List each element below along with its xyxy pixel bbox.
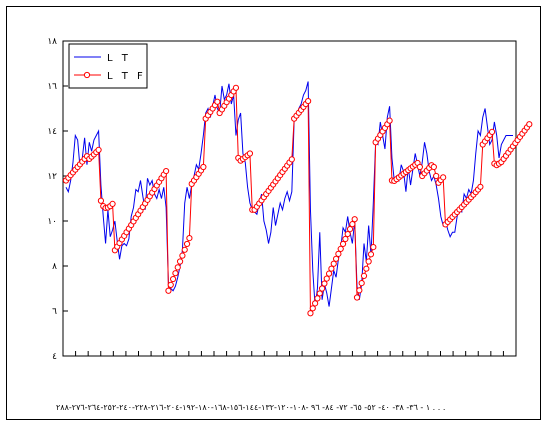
series-point: [246, 150, 254, 157]
legend-label: L T F: [107, 71, 146, 82]
series-point: [169, 275, 177, 283]
series-point: [367, 251, 375, 258]
series-point: [339, 240, 347, 248]
series-point: [309, 305, 316, 312]
series-point: [181, 246, 188, 253]
series-point: [314, 295, 321, 302]
series-point: [288, 156, 295, 163]
series-point: [183, 240, 191, 248]
legend: L T L T F: [68, 43, 148, 89]
series-point: [305, 97, 312, 105]
series-line-1: [65, 81, 513, 307]
series-point: [337, 245, 344, 252]
y-tick-label: ١٤: [47, 127, 57, 137]
series-point: [342, 235, 349, 243]
x-axis: [62, 351, 517, 356]
series-point: [312, 300, 319, 307]
series-point: [488, 128, 496, 135]
series-point: [477, 183, 484, 190]
series-point: [332, 255, 340, 262]
y-axis: ٤ ٦ ٨ ١٠ ١٢ ١٤ ١٦ ١٨: [47, 37, 68, 362]
series-point: [179, 252, 186, 259]
series-point: [323, 275, 330, 282]
legend-marker: [83, 71, 91, 79]
series-point: [346, 226, 354, 233]
y-tick-label: ١٢: [47, 172, 57, 182]
series-point: [318, 285, 326, 292]
series-point: [186, 235, 193, 242]
y-tick-label: ٤: [52, 352, 57, 362]
series-point: [330, 260, 337, 267]
series-point: [356, 287, 363, 294]
series-point: [321, 280, 328, 287]
series-point: [109, 200, 116, 207]
y-tick-label: ٦: [52, 307, 57, 317]
legend-box: [68, 43, 148, 89]
series-point: [344, 230, 351, 238]
series-point: [174, 264, 181, 271]
series-point: [307, 310, 314, 317]
series-layer: [62, 81, 533, 317]
series-point: [172, 270, 179, 277]
y-tick-label: ٨: [52, 262, 57, 272]
series-point: [325, 270, 333, 277]
series-point: [351, 216, 358, 223]
series-point: [232, 84, 240, 91]
series-point: [440, 174, 447, 181]
series-point: [363, 265, 370, 272]
series-point: [97, 197, 105, 204]
series-point: [433, 172, 440, 180]
series-point: [358, 280, 365, 287]
series-point: [386, 117, 393, 124]
series-point: [349, 221, 356, 228]
y-tick-label: ١٨: [47, 37, 57, 47]
y-tick-label: ١٠: [47, 217, 57, 227]
legend-label: L T: [107, 53, 131, 64]
series-point: [526, 121, 533, 128]
series-point: [200, 163, 207, 171]
series-point: [365, 258, 372, 265]
series-point: [430, 163, 437, 171]
series-point: [370, 244, 377, 251]
series-point: [95, 146, 102, 153]
series-point: [176, 258, 184, 265]
series-point: [416, 163, 423, 171]
series-point: [214, 98, 221, 105]
series-point: [335, 250, 342, 257]
series-point: [328, 265, 335, 272]
y-tick-label: ١٦: [47, 82, 57, 92]
series-point: [167, 281, 174, 288]
series-point: [316, 290, 323, 297]
series-point: [165, 287, 172, 294]
plot-area: [62, 40, 517, 357]
series-point: [163, 167, 170, 175]
series-point: [353, 294, 361, 301]
series-point: [360, 272, 368, 279]
x-axis-caption: ١ - ٣٦- ٣٨- ٤٠- ٥٢- ٦٥- ٧٢- ٨٤- ٩٦ -١٠٨-…: [56, 403, 446, 412]
